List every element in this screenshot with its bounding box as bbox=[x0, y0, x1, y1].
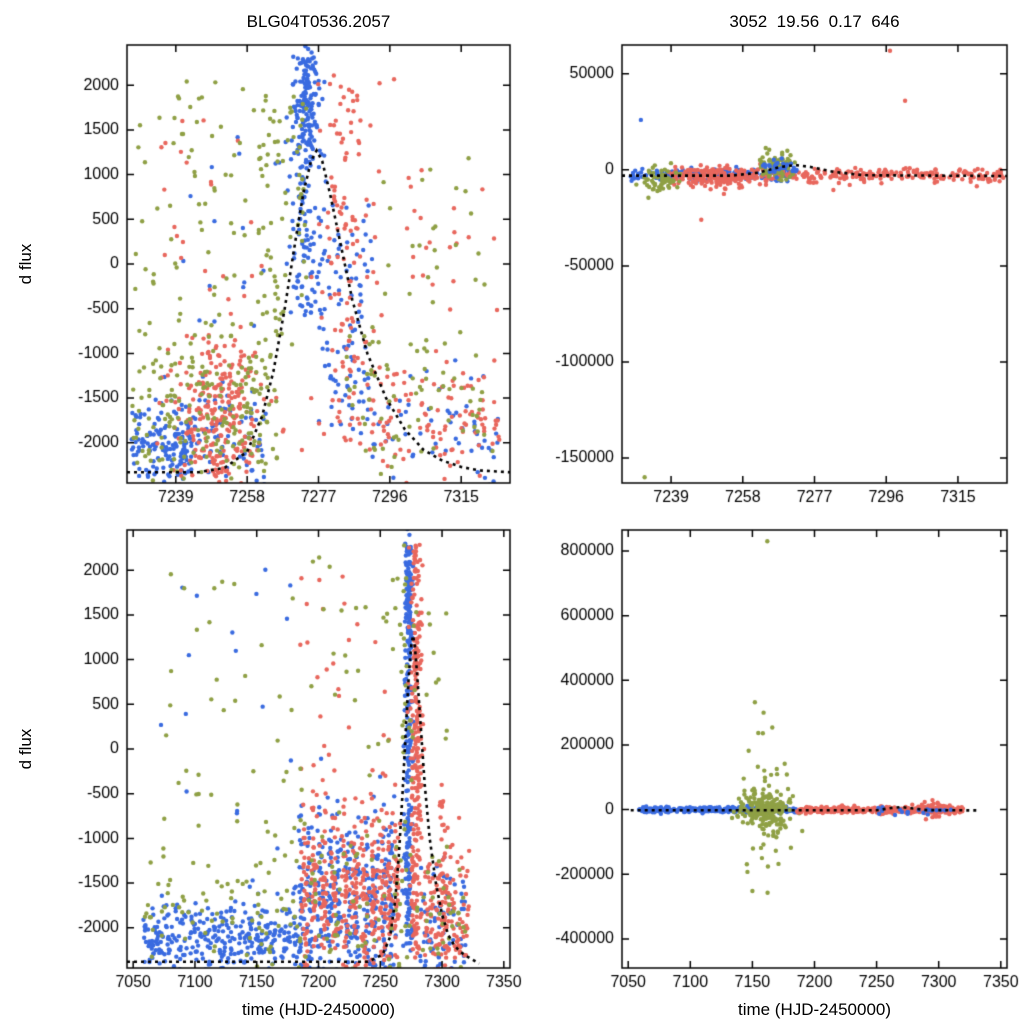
x-axis-label-left: time (HJD-2450000) bbox=[241, 1000, 396, 1019]
y-axis-label-bottom: d flux bbox=[16, 728, 35, 770]
y-axis-label-top: d flux bbox=[16, 243, 35, 285]
x-axis-label-right: time (HJD-2450000) bbox=[737, 1000, 892, 1019]
panel-title-right: 3052 19.56 0.17 646 bbox=[729, 12, 900, 31]
panel-title-left: BLG04T0536.2057 bbox=[246, 12, 391, 31]
